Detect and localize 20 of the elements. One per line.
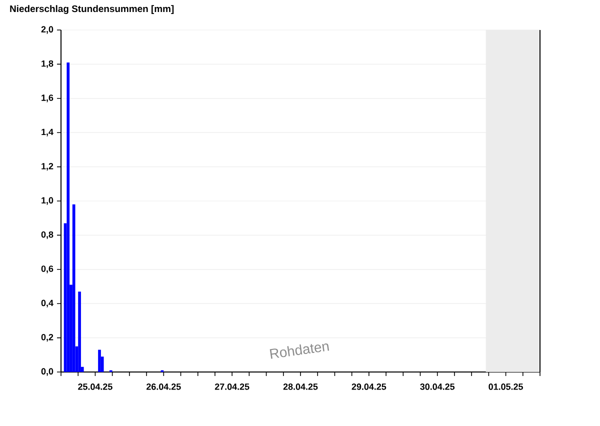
x-tick-label: 26.04.25 [146, 384, 181, 390]
y-tick-label: 0,8 [41, 231, 54, 240]
y-tick-label: 1,6 [42, 94, 54, 102]
x-tick-label: 01.05.25 [488, 384, 523, 390]
y-tick-label: 1,2 [42, 162, 54, 171]
y-tick-label: 0,0 [41, 368, 54, 376]
y-tick-label: 1,8 [42, 60, 54, 68]
annotation: Rohdaten [270, 343, 330, 359]
y-tick-label: 1,4 [42, 128, 54, 136]
y-tick-label: 0,6 [41, 266, 54, 274]
y-tick-label: 1,0 [42, 197, 54, 205]
x-tick-label: 30.04.25 [420, 384, 455, 390]
y-tick-label: 0,4 [41, 300, 54, 308]
y-tick-label: 2,0 [41, 26, 54, 34]
x-tick-label: 27.04.25 [214, 384, 250, 390]
x-tick-label: 25.04.25 [78, 384, 112, 390]
y-tick-label: 0,2 [41, 334, 54, 342]
x-tick-label: 29.04.25 [352, 384, 386, 390]
chart-title: Niederschlag Stundensummen [mm] [10, 5, 174, 14]
x-tick-label: 28.04.25 [283, 384, 318, 390]
